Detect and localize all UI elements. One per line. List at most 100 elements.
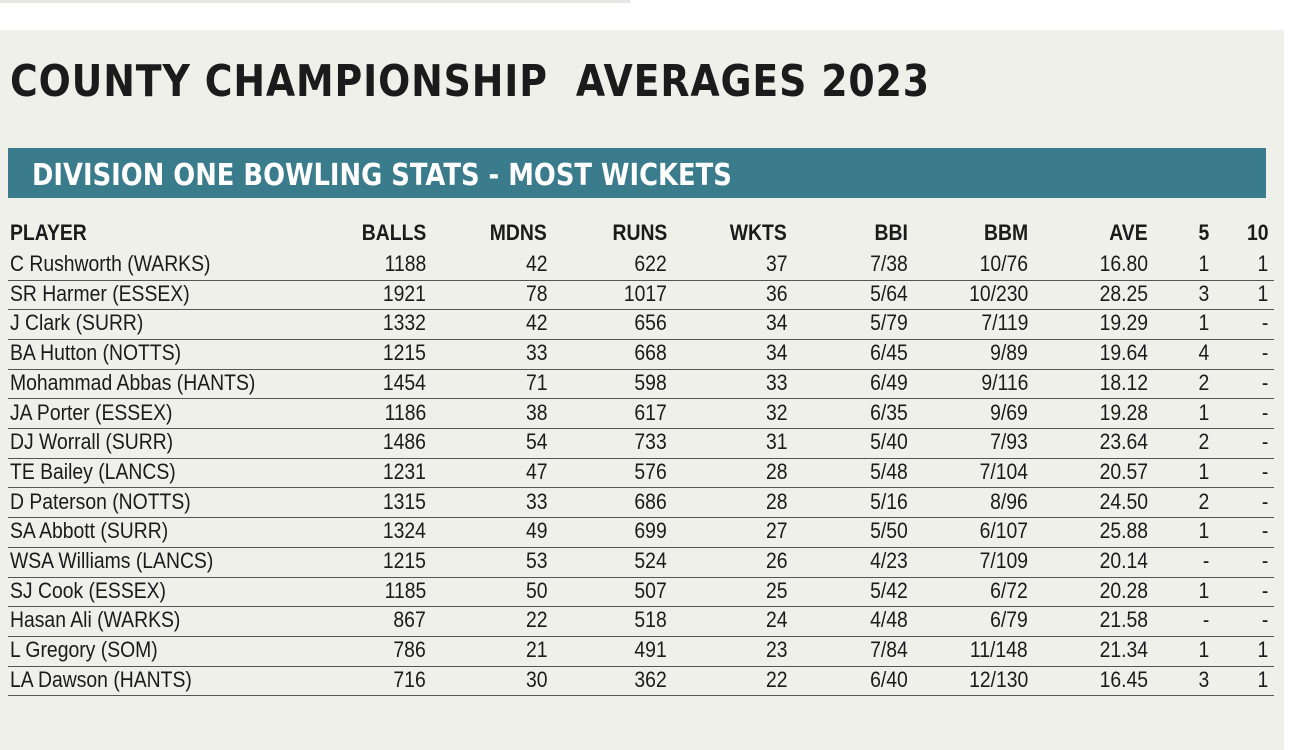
table-cell: 42: [525, 251, 547, 276]
table-cell: 7/119: [980, 310, 1028, 336]
row-rule: [8, 338, 1274, 340]
table-cell: 668: [634, 340, 667, 366]
table-cell: 622: [634, 251, 667, 276]
table-cell: 1188: [384, 251, 426, 276]
table-cell: -: [1261, 310, 1268, 336]
table-cell: 491: [634, 637, 667, 663]
table-cell: -: [1261, 340, 1268, 366]
table-cell: 716: [393, 666, 426, 692]
table-cell: 5/40: [870, 429, 908, 455]
table-cell: 7/104: [979, 458, 1028, 484]
table-cell: 5/79: [870, 310, 908, 336]
table-cell: 1: [1198, 637, 1209, 663]
table-cell: 576: [634, 458, 667, 484]
table-cell: 23: [765, 637, 787, 663]
table-cell: 21.58: [1099, 607, 1148, 633]
table-cell: 7/93: [990, 429, 1028, 455]
table-cell: D Paterson (NOTTS): [10, 488, 191, 514]
table-cell: -: [1261, 488, 1268, 514]
table-cell: 524: [634, 548, 667, 573]
row-rule: [8, 309, 1274, 311]
table-cell: 5/64: [870, 280, 908, 306]
table-cell: 6/35: [870, 399, 908, 425]
table-cell: 1: [1198, 518, 1209, 544]
banner: DIVISION ONE BOWLING STATS - MOST WICKET…: [8, 148, 1266, 198]
table-cell: 1486: [382, 429, 426, 455]
table-cell: 1: [1257, 666, 1268, 692]
table-cell: 47: [525, 458, 547, 484]
top-rule: [0, 0, 630, 3]
row-rule: [8, 368, 1274, 370]
table-cell: 28: [765, 488, 787, 514]
table-cell: 6/107: [979, 518, 1028, 544]
row-rule: [8, 487, 1274, 489]
table-cell: -: [1261, 548, 1268, 573]
table-cell: 4/48: [870, 607, 908, 633]
table-cell: 733: [634, 429, 667, 455]
table-cell: 1: [1198, 399, 1209, 425]
table-cell: 5/16: [870, 488, 908, 514]
table-cell: 32: [765, 399, 787, 425]
table-cell: 12/130: [968, 666, 1028, 692]
column-header: MDNS: [489, 220, 547, 245]
table-cell: JA Porter (ESSEX): [10, 399, 173, 425]
table-cell: 1: [1198, 577, 1209, 603]
table-cell: -: [1261, 607, 1268, 633]
table-cell: 1: [1257, 637, 1268, 663]
table-cell: 1185: [384, 577, 426, 603]
table-cell: 23.64: [1099, 429, 1148, 455]
row-rule: [8, 398, 1274, 400]
table-cell: 1921: [382, 280, 426, 306]
table-cell: SR Harmer (ESSEX): [10, 280, 190, 306]
table-cell: L Gregory (SOM): [10, 637, 158, 663]
table-cell: 656: [634, 310, 667, 336]
table-cell: 1: [1198, 310, 1209, 336]
table-cell: 1: [1198, 458, 1209, 484]
column-header: RUNS: [612, 220, 667, 245]
table-cell: 54: [525, 429, 547, 455]
table-cell: 9/69: [990, 399, 1028, 425]
table-cell: 1: [1257, 251, 1268, 276]
table-cell: 33: [525, 488, 547, 514]
row-rule: [8, 546, 1274, 548]
table-cell: 3: [1198, 280, 1209, 306]
table-cell: 786: [393, 637, 426, 663]
title: COUNTY CHAMPIONSHIP AVERAGES 2023: [10, 56, 930, 107]
table-cell: 1454: [382, 369, 426, 395]
table-cell: 20.28: [1099, 577, 1148, 603]
table-cell: 4/23: [870, 548, 908, 573]
table-cell: 2: [1198, 429, 1209, 455]
table-cell: 11/148: [970, 637, 1028, 663]
table-cell: 1: [1198, 251, 1209, 276]
row-rule: [8, 457, 1274, 459]
row-rule: [8, 576, 1274, 578]
table-cell: 22: [765, 666, 787, 692]
table-cell: 6/49: [870, 369, 908, 395]
table-cell: TE Bailey (LANCS): [10, 458, 176, 484]
row-rule: [8, 428, 1274, 429]
column-header: BBI: [874, 220, 908, 245]
table-cell: -: [1261, 458, 1268, 484]
table-cell: 33: [765, 369, 787, 395]
row-rule: [8, 665, 1274, 667]
table-cell: 31: [765, 429, 787, 455]
table-cell: -: [1202, 548, 1209, 573]
table-cell: 686: [634, 488, 667, 514]
row-rule: [8, 635, 1274, 637]
table-cell: 10/76: [979, 251, 1028, 276]
table-cell: 2: [1198, 369, 1209, 395]
row-rule: [8, 279, 1274, 281]
table-cell: 19.64: [1099, 340, 1148, 366]
subtitle: DIVISION ONE BOWLING STATS - MOST WICKET…: [32, 158, 732, 193]
table-cell: 18.12: [1099, 369, 1148, 395]
table-cell: WSA Williams (LANCS): [10, 548, 214, 573]
table-cell: 1315: [382, 488, 426, 514]
table-cell: 867: [393, 607, 426, 633]
table-cell: -: [1261, 577, 1268, 603]
column-header: WKTS: [730, 220, 787, 245]
table-cell: DJ Worrall (SURR): [10, 429, 174, 455]
table-cell: 21: [525, 637, 547, 663]
row-rule: [8, 695, 1274, 697]
table-cell: Hasan Ali (WARKS): [10, 607, 181, 633]
